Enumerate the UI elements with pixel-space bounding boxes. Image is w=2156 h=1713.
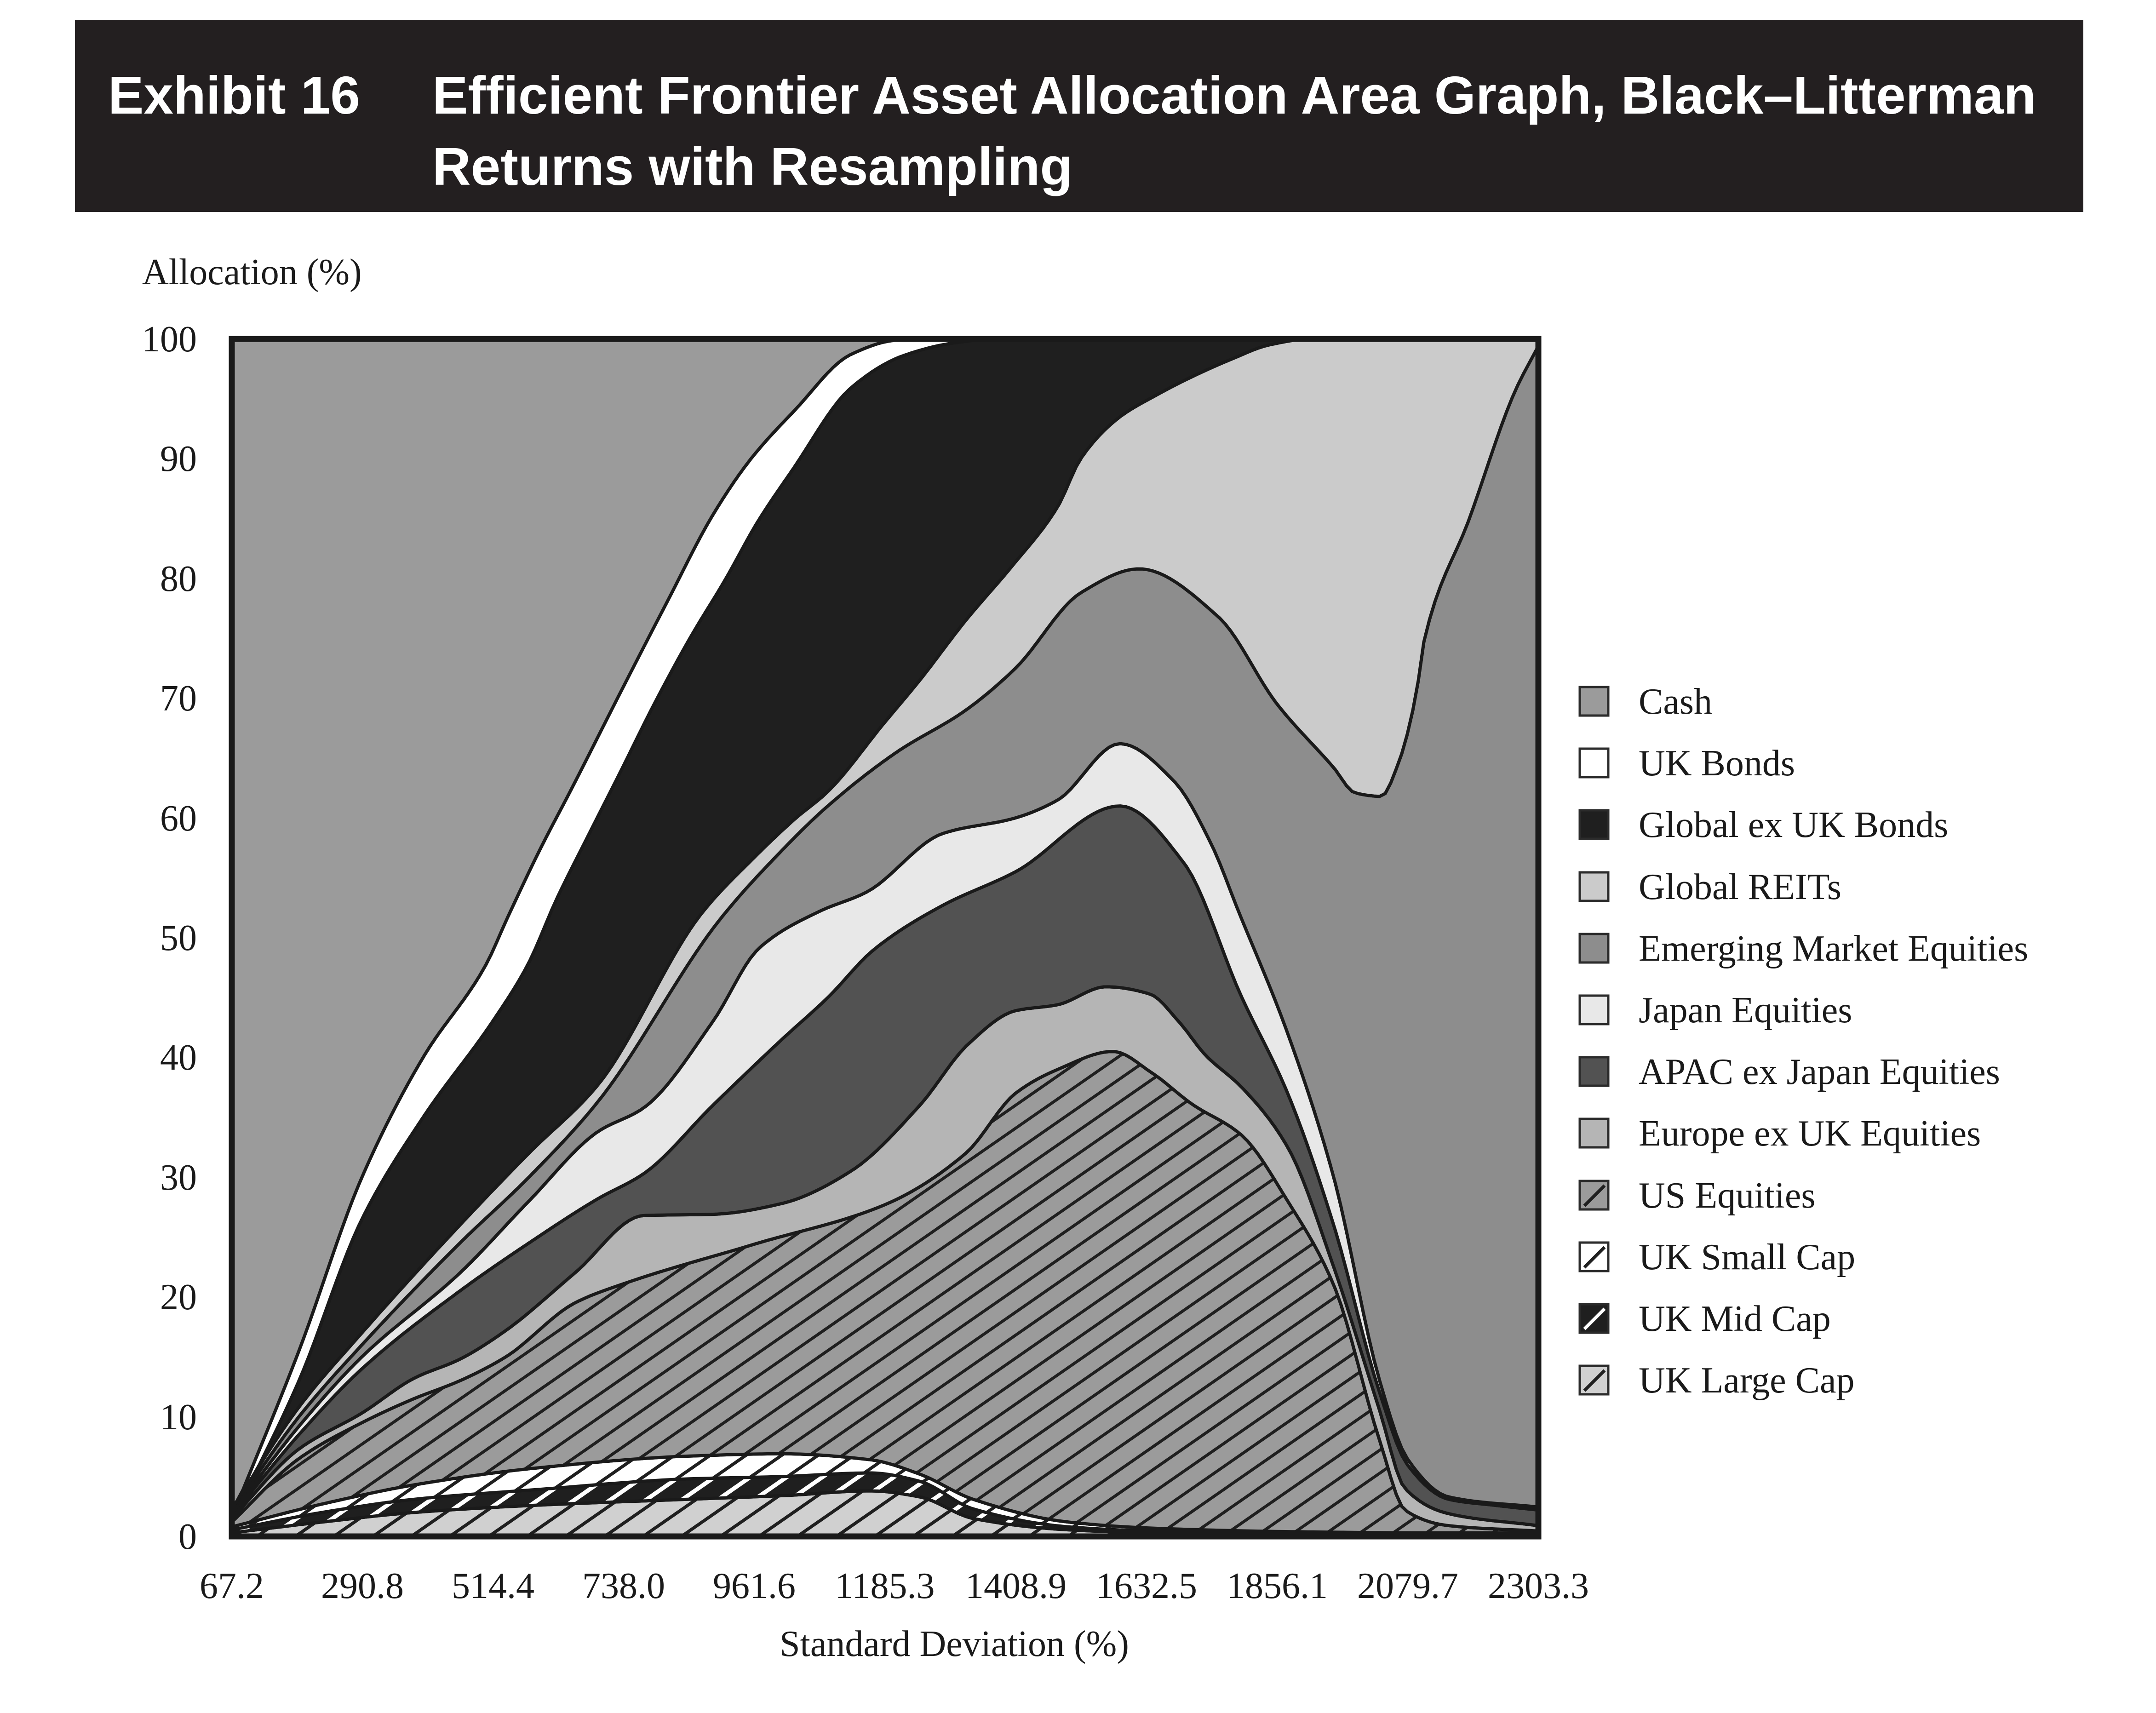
svg-text:100: 100 bbox=[142, 319, 197, 360]
svg-text:Standard Deviation (%): Standard Deviation (%) bbox=[780, 1624, 1129, 1664]
svg-text:2303.3: 2303.3 bbox=[1488, 1566, 1589, 1606]
svg-text:Efficient Frontier Asset Alloc: Efficient Frontier Asset Allocation Area… bbox=[432, 65, 2036, 125]
svg-text:Exhibit 16: Exhibit 16 bbox=[108, 65, 360, 125]
svg-text:US Equities: US Equities bbox=[1639, 1175, 1815, 1216]
svg-text:2079.7: 2079.7 bbox=[1357, 1566, 1458, 1606]
svg-text:1856.1: 1856.1 bbox=[1227, 1566, 1328, 1606]
svg-text:0: 0 bbox=[178, 1517, 197, 1557]
svg-text:40: 40 bbox=[160, 1037, 197, 1078]
svg-text:Global REITs: Global REITs bbox=[1639, 867, 1841, 907]
svg-text:Emerging Market Equities: Emerging Market Equities bbox=[1639, 928, 2028, 969]
svg-text:UK Large Cap: UK Large Cap bbox=[1639, 1360, 1855, 1401]
svg-text:67.2: 67.2 bbox=[200, 1566, 264, 1606]
svg-text:1185.3: 1185.3 bbox=[835, 1566, 935, 1606]
svg-text:80: 80 bbox=[160, 559, 197, 599]
svg-text:1632.5: 1632.5 bbox=[1096, 1566, 1197, 1606]
svg-text:738.0: 738.0 bbox=[582, 1566, 665, 1606]
svg-text:10: 10 bbox=[160, 1397, 197, 1438]
svg-text:50: 50 bbox=[160, 918, 197, 958]
svg-text:Japan Equities: Japan Equities bbox=[1639, 990, 1852, 1031]
svg-text:Returns with Resampling: Returns with Resampling bbox=[432, 137, 1072, 196]
svg-text:514.4: 514.4 bbox=[452, 1566, 534, 1606]
svg-text:Global ex UK Bonds: Global ex UK Bonds bbox=[1639, 805, 1948, 845]
svg-text:UK Mid Cap: UK Mid Cap bbox=[1639, 1299, 1831, 1339]
svg-text:Allocation (%): Allocation (%) bbox=[142, 252, 362, 292]
svg-text:APAC ex Japan Equities: APAC ex Japan Equities bbox=[1639, 1052, 2000, 1092]
svg-text:90: 90 bbox=[160, 439, 197, 479]
svg-text:30: 30 bbox=[160, 1157, 197, 1198]
svg-text:60: 60 bbox=[160, 798, 197, 839]
svg-text:290.8: 290.8 bbox=[321, 1566, 404, 1606]
svg-text:961.6: 961.6 bbox=[713, 1566, 796, 1606]
svg-text:UK Small Cap: UK Small Cap bbox=[1639, 1237, 1855, 1278]
svg-text:Europe ex UK Equities: Europe ex UK Equities bbox=[1639, 1113, 1981, 1154]
svg-text:UK Bonds: UK Bonds bbox=[1639, 743, 1795, 784]
svg-text:Cash: Cash bbox=[1639, 682, 1712, 722]
svg-text:1408.9: 1408.9 bbox=[965, 1566, 1067, 1606]
svg-text:20: 20 bbox=[160, 1277, 197, 1318]
svg-text:70: 70 bbox=[160, 678, 197, 719]
